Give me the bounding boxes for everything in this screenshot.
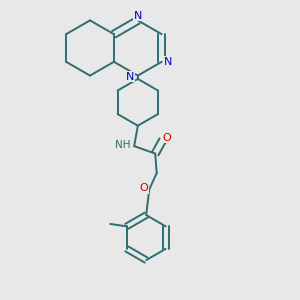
Text: N: N bbox=[134, 11, 142, 21]
Text: N: N bbox=[164, 57, 172, 67]
Text: O: O bbox=[163, 133, 172, 143]
Text: N: N bbox=[126, 71, 134, 82]
Text: O: O bbox=[140, 183, 148, 193]
Text: NH: NH bbox=[115, 140, 130, 150]
